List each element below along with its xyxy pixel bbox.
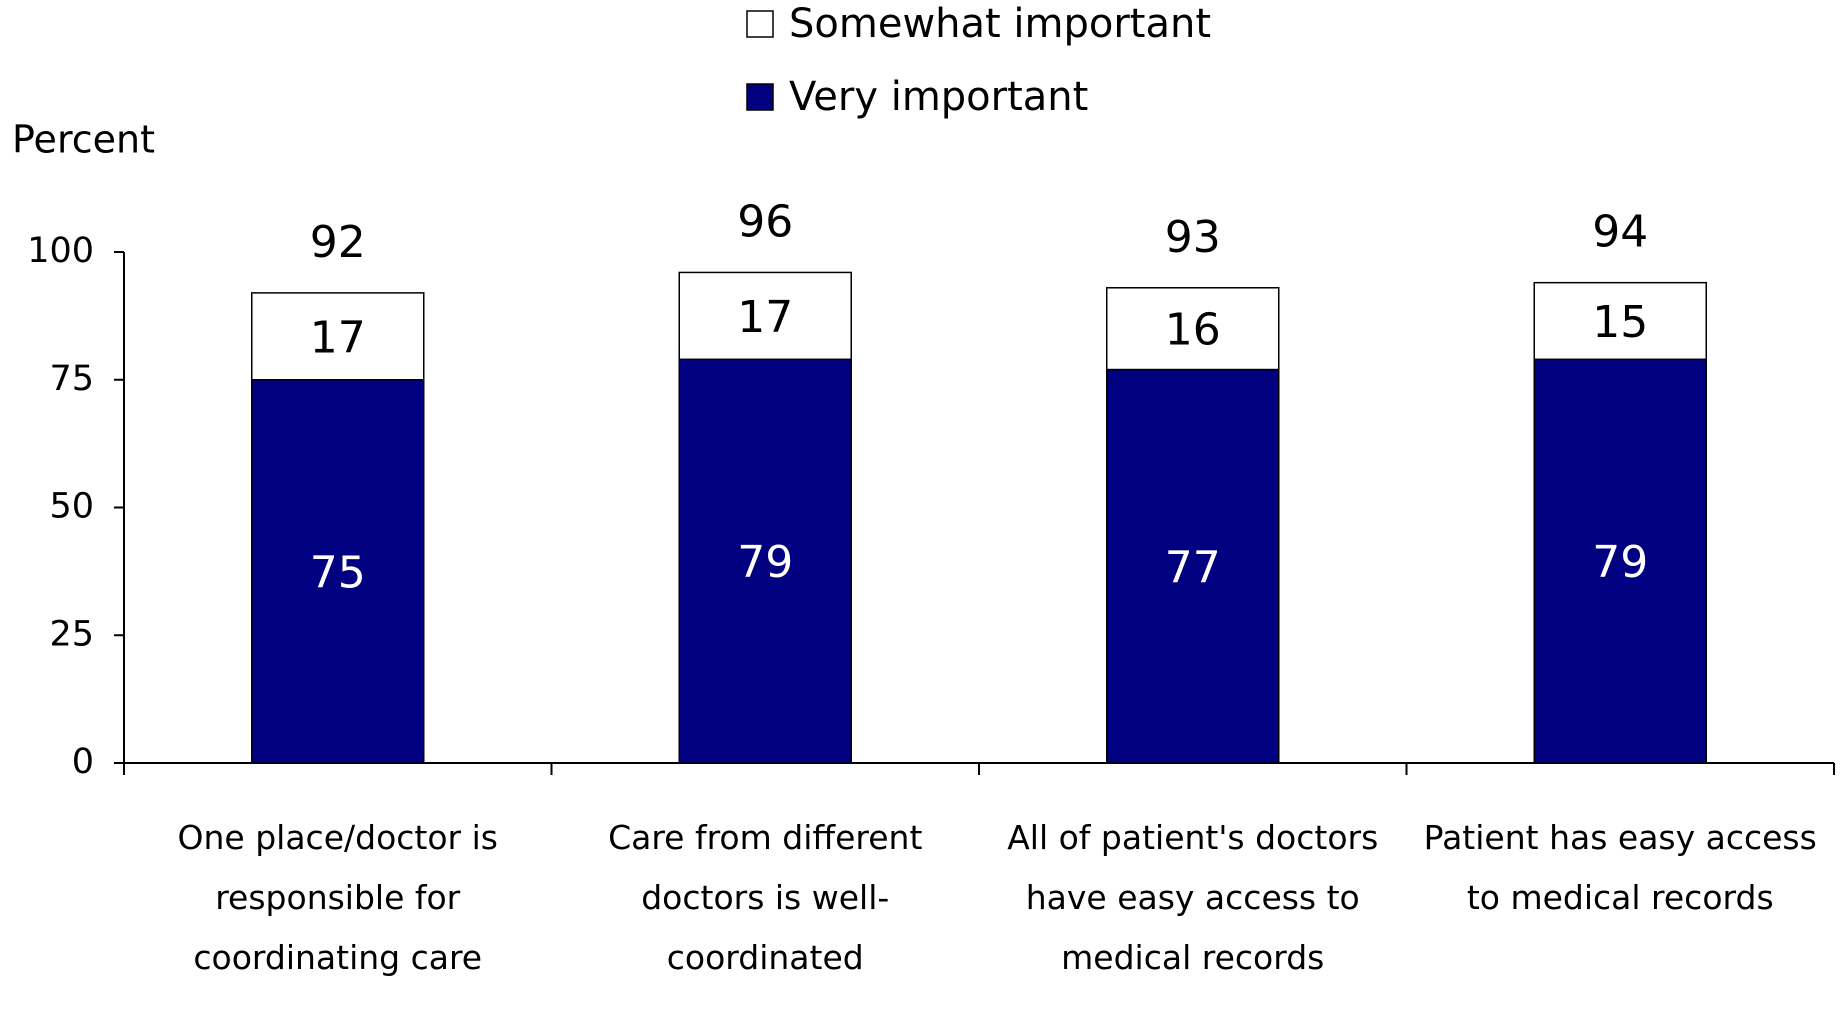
- bar-segment: [1106, 368, 1280, 764]
- data-label: 75: [310, 547, 366, 598]
- data-label: 16: [1165, 305, 1221, 356]
- y-axis-label: Percent: [12, 118, 155, 162]
- y-tick-label: 75: [49, 359, 94, 399]
- data-label: 77: [1165, 542, 1221, 593]
- x-tick-label: Care from different doctors is well-coor…: [608, 818, 923, 977]
- data-label: 17: [310, 312, 366, 363]
- legend-swatch: [746, 10, 774, 38]
- bar-segment: [678, 358, 852, 764]
- total-label: 92: [310, 217, 366, 268]
- total-label: 94: [1592, 207, 1648, 258]
- bar-segment: [1533, 281, 1707, 361]
- bar-segment: [1106, 287, 1280, 371]
- data-label: 17: [737, 292, 793, 343]
- total-label: 96: [737, 196, 793, 247]
- data-label: 79: [1592, 537, 1648, 588]
- y-tick-label: 25: [49, 614, 94, 654]
- bar-segment: [251, 292, 425, 381]
- data-label: 15: [1592, 297, 1648, 348]
- x-tick-label: One place/doctor is responsible for coor…: [177, 818, 498, 977]
- x-tick-label: Patient has easy access to medical recor…: [1423, 818, 1817, 917]
- data-label: 79: [737, 537, 793, 588]
- legend-label: Very important: [789, 74, 1088, 120]
- bar-segment: [678, 271, 852, 361]
- bar-segment: [1533, 358, 1707, 764]
- y-tick-label: 50: [49, 487, 94, 527]
- x-tick-label: All of patient's doctors have easy acces…: [1007, 818, 1379, 977]
- legend-swatch: [746, 83, 774, 111]
- y-tick-label: 100: [27, 231, 94, 271]
- legend-label: Somewhat important: [789, 1, 1211, 47]
- y-tick-label: 0: [72, 742, 94, 782]
- total-label: 93: [1165, 212, 1221, 263]
- bar-segment: [251, 379, 425, 764]
